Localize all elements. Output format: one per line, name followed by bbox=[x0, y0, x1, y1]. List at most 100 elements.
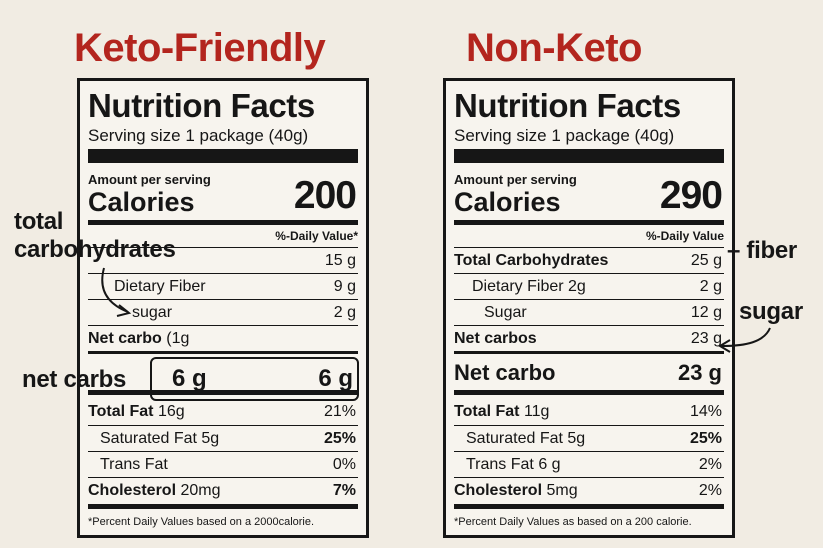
net-carbos-row: Net carbos 23 g bbox=[454, 325, 724, 352]
net-carbos-amount: 23 g bbox=[690, 330, 722, 347]
trans-fat-label: Trans Fat bbox=[466, 456, 534, 473]
amount-per-serving: Amount per serving bbox=[454, 172, 577, 187]
saturated-fat-text: Saturated Fat 5g bbox=[100, 426, 219, 451]
daily-value-header: %-Daily Value* bbox=[275, 229, 358, 243]
calories-value: 290 bbox=[659, 174, 723, 217]
saturated-fat-text: Saturated Fat 5g bbox=[466, 426, 585, 451]
annotation-total: total bbox=[14, 208, 64, 235]
nutrition-facts-title: Nutrition Facts bbox=[88, 87, 315, 124]
carbs-amount: 15 g bbox=[324, 252, 356, 269]
total-fat-amount: 11g bbox=[523, 403, 550, 420]
cholesterol-text: Cholesterol 5mg bbox=[454, 478, 578, 503]
thick-divider bbox=[454, 390, 724, 395]
saturated-fat-label: Saturated Fat bbox=[466, 430, 563, 447]
net-carbs-value: 6 g bbox=[318, 365, 353, 392]
keto-nutrition-label: Nutrition Facts Serving size 1 package (… bbox=[77, 78, 369, 538]
cholesterol-dv: 7% bbox=[332, 482, 356, 499]
net-carbo-amount: 23 g bbox=[677, 360, 722, 385]
total-fat-text: Total Fat 11g bbox=[454, 399, 549, 424]
fiber-label: Dietary Fiber 2g bbox=[472, 278, 586, 295]
sugar-amount: 12 g bbox=[690, 304, 722, 321]
saturated-fat-dv: 25% bbox=[689, 430, 722, 447]
dietary-fiber-row: Dietary Fiber 9 g bbox=[88, 273, 358, 300]
calories-value: 200 bbox=[293, 174, 357, 217]
medium-divider bbox=[454, 220, 724, 225]
trans-fat-text: Trans Fat 6 g bbox=[466, 452, 561, 477]
serving-size: Serving size 1 package (40g) bbox=[88, 126, 309, 145]
calories-label: Calories bbox=[454, 187, 561, 217]
total-fat-text: Total Fat 16g bbox=[88, 399, 185, 424]
cholesterol-row: Cholesterol 20mg 7% bbox=[88, 477, 358, 504]
cholesterol-amount: 5mg bbox=[546, 482, 578, 499]
trans-fat-amount: 6 g bbox=[538, 456, 561, 473]
arrowhead-icon bbox=[116, 304, 132, 317]
saturated-fat-label: Saturated Fat bbox=[100, 430, 197, 447]
carbs-amount: 25 g bbox=[690, 252, 722, 269]
net-carbos-label: Net carbos bbox=[454, 330, 537, 347]
total-carbohydrates-row: Total Carbohydrates 25 g bbox=[454, 247, 724, 274]
thick-divider bbox=[454, 149, 724, 163]
annotation-net-carbs: net carbs bbox=[22, 366, 127, 393]
cholesterol-label: Cholesterol bbox=[88, 482, 177, 499]
net-carbo-text: Net carbo (1g bbox=[88, 326, 189, 351]
sugar-amount: 2 g bbox=[333, 304, 356, 321]
total-fat-dv: 21% bbox=[323, 403, 356, 420]
annotation-fiber: – fiber bbox=[727, 237, 797, 264]
fiber-label: Dietary Fiber bbox=[114, 278, 206, 295]
dietary-fiber-row: Dietary Fiber 2g 2 g bbox=[454, 273, 724, 300]
sugar-row: sugar 2 g bbox=[88, 299, 358, 326]
annotation-carbohydrates: carbohydrates bbox=[14, 236, 176, 263]
total-fat-row: Total Fat 16g 21% bbox=[88, 399, 358, 425]
total-fat-dv: 14% bbox=[689, 403, 722, 420]
total-carbohydrates-row: 15 g bbox=[88, 247, 358, 274]
keto-friendly-heading: Keto-Friendly bbox=[74, 26, 326, 70]
total-fat-row: Total Fat 11g 14% bbox=[454, 399, 724, 425]
arrowhead-icon bbox=[718, 339, 731, 353]
non-keto-heading: Non-Keto bbox=[466, 26, 642, 70]
saturated-fat-amount: 5g bbox=[567, 430, 586, 447]
net-carbo-extra: (1g bbox=[166, 330, 190, 347]
trans-fat-dv: 2% bbox=[698, 456, 722, 473]
saturated-fat-row: Saturated Fat 5g 25% bbox=[454, 425, 724, 452]
serving-size: Serving size 1 package (40g) bbox=[454, 126, 675, 145]
net-carbo-row: Net carbo (1g bbox=[88, 325, 358, 352]
net-carbs-callout-box: 6 g 6 g bbox=[150, 357, 359, 401]
nutrition-facts-title: Nutrition Facts bbox=[454, 87, 681, 124]
thick-divider bbox=[88, 149, 358, 163]
saturated-fat-dv: 25% bbox=[323, 430, 356, 447]
total-fat-amount: 16g bbox=[157, 403, 185, 420]
trans-fat-row: Trans Fat 0% bbox=[88, 451, 358, 478]
daily-value-header: %-Daily Value bbox=[645, 229, 724, 243]
curved-arrow-icon bbox=[721, 327, 771, 347]
total-fat-label: Total Fat bbox=[88, 403, 154, 420]
footnote: *Percent Daily Values based on a 2000cal… bbox=[88, 516, 315, 528]
thick-divider bbox=[88, 504, 358, 509]
net-carbs-highlight-row bbox=[88, 351, 358, 392]
cholesterol-text: Cholesterol 20mg bbox=[88, 478, 221, 503]
net-carbs-value: 6 g bbox=[172, 365, 207, 392]
fiber-amount: 9 g bbox=[333, 278, 356, 295]
carbs-label: Total Carbohydrates bbox=[454, 252, 609, 269]
sugar-label: Sugar bbox=[484, 304, 527, 321]
amount-per-serving: Amount per serving bbox=[88, 172, 211, 187]
total-fat-label: Total Fat bbox=[454, 403, 520, 420]
thick-divider bbox=[88, 390, 358, 395]
annotation-sugar: sugar bbox=[739, 298, 803, 325]
sugar-row: Sugar 12 g bbox=[454, 299, 724, 326]
cholesterol-row: Cholesterol 5mg 2% bbox=[454, 477, 724, 504]
cholesterol-dv: 2% bbox=[698, 482, 722, 499]
saturated-fat-row: Saturated Fat 5g 25% bbox=[88, 425, 358, 452]
net-carbo-big-row: Net carbo 23 g bbox=[454, 351, 724, 392]
saturated-fat-amount: 5g bbox=[201, 430, 220, 447]
trans-fat-dv: 0% bbox=[332, 456, 356, 473]
thick-divider bbox=[454, 504, 724, 509]
net-carbo-label: Net carbo bbox=[454, 360, 556, 385]
cholesterol-label: Cholesterol bbox=[454, 482, 543, 499]
medium-divider bbox=[88, 220, 358, 225]
footnote: *Percent Daily Values as based on a 200 … bbox=[454, 516, 692, 528]
calories-label: Calories bbox=[88, 187, 195, 217]
fiber-amount: 2 g bbox=[699, 278, 722, 295]
curved-arrow-icon bbox=[101, 267, 129, 313]
net-carbo-label: Net carbo bbox=[88, 330, 162, 347]
